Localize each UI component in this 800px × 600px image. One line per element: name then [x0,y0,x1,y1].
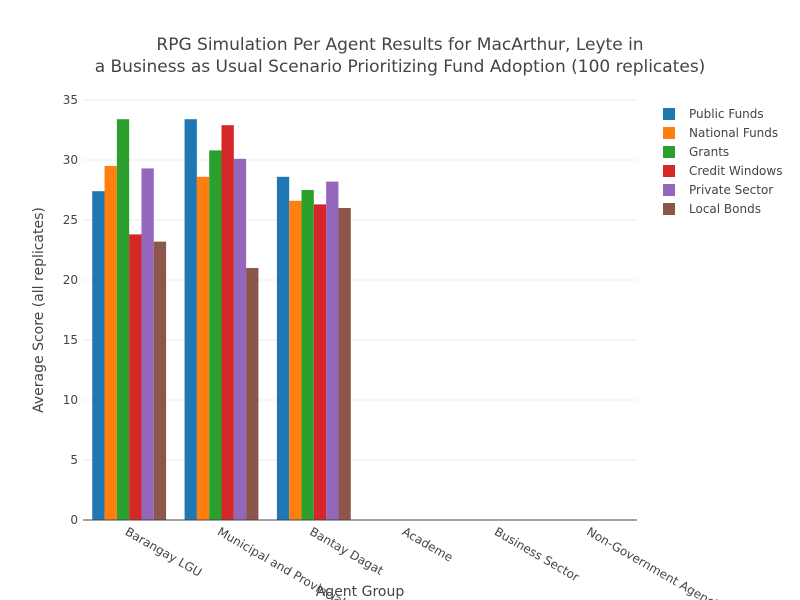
bar [326,181,339,520]
y-axis-title: Average Score (all replicates) [31,207,47,413]
y-tick-label: 35 [63,93,78,107]
legend-label: Public Funds [689,107,764,121]
bar [116,119,130,520]
legend-swatch [663,184,675,196]
bar [209,150,222,520]
y-tick-label: 5 [70,453,78,467]
x-tick-label: Bantay Dagat [307,524,386,577]
legend-label: Local Bonds [689,202,761,216]
x-axis-title: Agent Group [316,584,405,600]
x-tick-label: Barangay LGU [123,524,205,579]
y-tick-label: 0 [70,513,78,527]
bar [313,204,327,520]
legend-swatch [663,108,675,120]
bar [246,268,259,520]
y-tick-labels: 0 5 10 15 20 25 30 35 [63,93,78,527]
bar [92,191,105,520]
bar [141,168,154,520]
bar [184,119,197,520]
x-tick-label: Business Sector [492,524,582,584]
legend-swatch [663,203,675,215]
bar [276,176,290,521]
y-tick-label: 25 [63,213,78,227]
bar [129,234,142,520]
bar [104,166,117,520]
y-tick-label: 30 [63,153,78,167]
gridlines [83,99,637,461]
bar [221,125,234,520]
bar [289,200,302,521]
y-tick-label: 15 [63,333,78,347]
legend-swatch [663,127,675,139]
legend-swatch [663,146,675,158]
bars [92,119,351,521]
chart-title-line-1: RPG Simulation Per Agent Results for Mac… [156,35,643,55]
bar [301,190,314,520]
y-tick-label: 20 [63,273,78,287]
legend: Public Funds National Funds Grants Credit W… [663,107,782,216]
bar [338,208,351,520]
legend-label: Private Sector [689,183,773,197]
legend-label: Grants [689,145,729,159]
legend-label: National Funds [689,126,778,140]
x-tick-label: Non-Government Agencies [584,524,731,600]
bar [153,241,167,520]
bar [196,176,210,521]
x-tick-labels: Barangay LGU Municipal and Provincial LGU… [123,524,732,600]
chart-title-line-2: a Business as Usual Scenario Prioritizin… [95,57,706,77]
x-tick-label: Academe [400,524,456,564]
bar [233,158,247,521]
legend-swatch [663,165,675,177]
legend-label: Credit Windows [689,164,782,178]
y-tick-label: 10 [63,393,78,407]
